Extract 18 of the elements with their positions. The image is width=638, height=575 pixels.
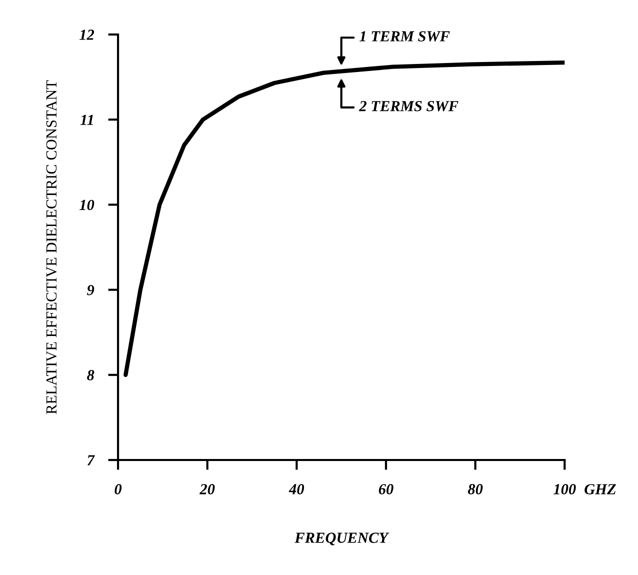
y-tick-label: 10 bbox=[80, 200, 94, 210]
x-axis-title: FREQUENCY bbox=[294, 532, 390, 546]
line-series bbox=[124, 60, 565, 377]
y-tick-label: 12 bbox=[80, 30, 94, 40]
annotation: 2 TERMS SWF bbox=[359, 100, 458, 112]
y-tick-label: 11 bbox=[80, 114, 93, 125]
x-tick-label: 0 bbox=[114, 484, 122, 494]
y-tick-label: 8 bbox=[87, 370, 94, 380]
x-tick-label: 100 bbox=[554, 484, 576, 494]
y-tick-label: 9 bbox=[87, 284, 94, 296]
x-tick-label: 80 bbox=[468, 484, 483, 494]
x-tick-label: 60 bbox=[378, 484, 394, 494]
y-axis-title: RELATIVE EFFECTIVE DIELECTRIC CONSTANT bbox=[46, 80, 57, 414]
x-tick-label: 20 bbox=[200, 484, 215, 494]
x-tick-label: 40 bbox=[288, 484, 304, 494]
annotation: 1 TERM SWF bbox=[360, 31, 450, 42]
y-tick-label: 7 bbox=[87, 455, 95, 466]
text: GHZ bbox=[584, 484, 616, 494]
